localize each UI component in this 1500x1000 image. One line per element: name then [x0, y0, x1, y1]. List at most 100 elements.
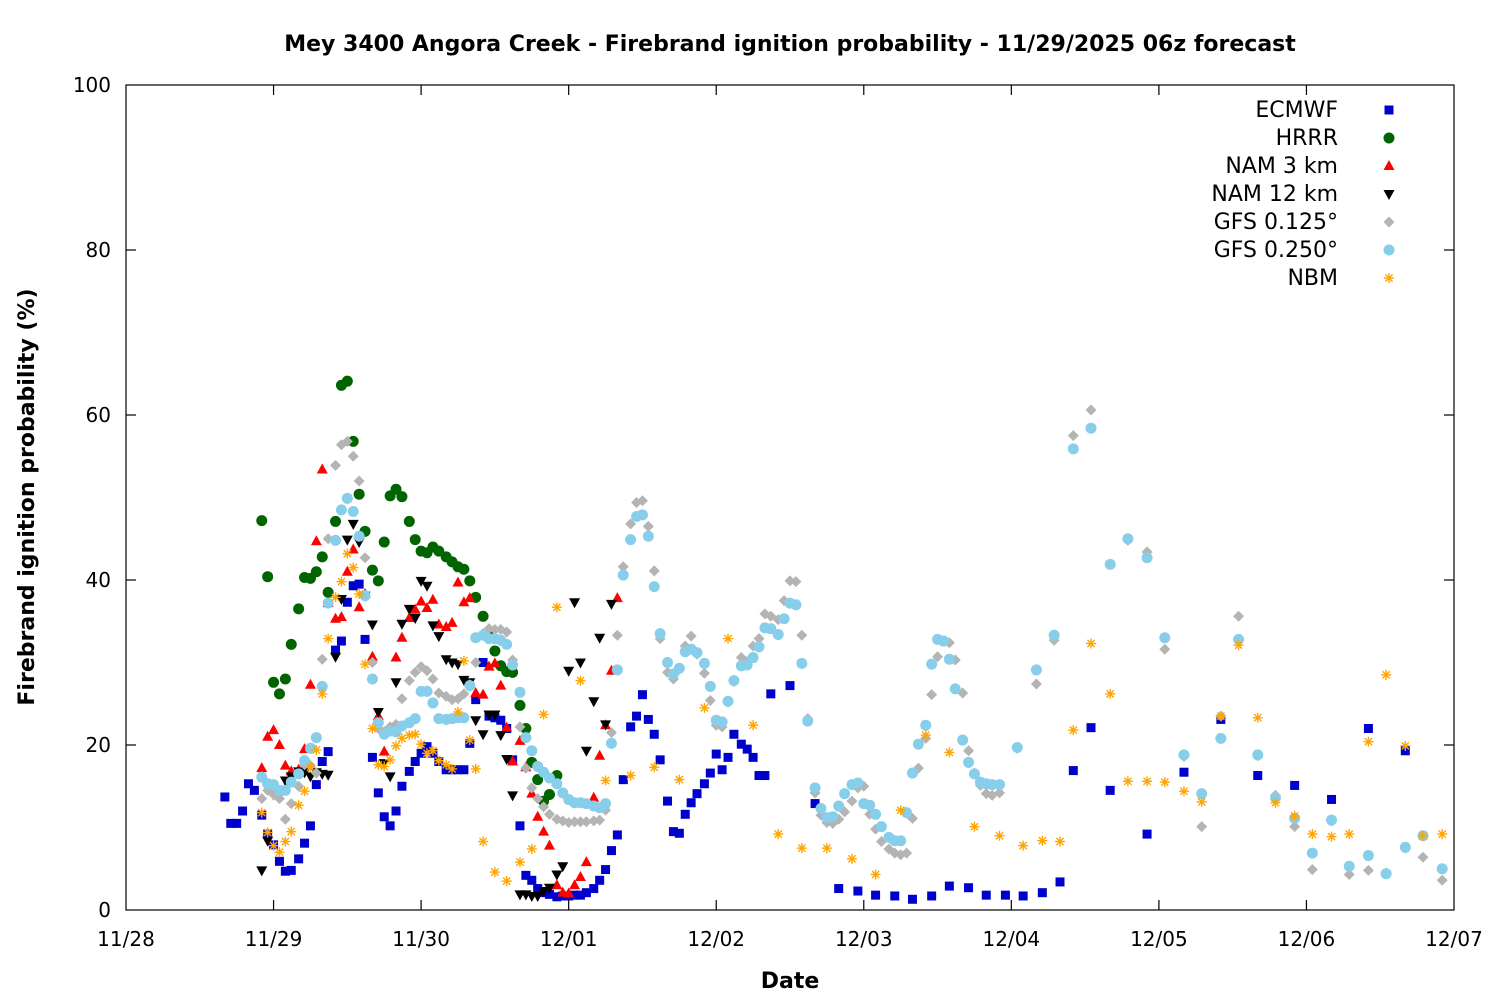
data-point-gfs-0-250 [963, 756, 975, 768]
data-point-ecmwf [249, 785, 259, 795]
data-point-gfs-0-125 [698, 667, 710, 679]
data-point-gfs-0-250 [722, 695, 734, 707]
data-point-ecmwf [342, 597, 352, 607]
data-point-nbm [1418, 830, 1429, 841]
data-point-nbm [1105, 688, 1116, 699]
data-point-gfs-0-250 [1141, 552, 1153, 564]
data-point-nbm [1055, 836, 1066, 847]
data-point-nam-12-km [569, 598, 581, 609]
data-point-ecmwf [243, 779, 253, 789]
data-point-nam-3-km [433, 618, 445, 629]
data-point-nam-3-km [543, 839, 555, 850]
data-point-nbm [1159, 777, 1170, 788]
data-point-ecmwf [711, 749, 721, 759]
data-point-nam-3-km [268, 724, 280, 735]
data-point-gfs-0-125 [648, 565, 660, 577]
data-point-nam-12-km [433, 632, 445, 643]
data-point-gfs-0-250 [409, 713, 421, 725]
data-point-ecmwf [742, 744, 752, 754]
data-point-nbm [1215, 711, 1226, 722]
data-point-nam-12-km [588, 697, 600, 708]
data-point-gfs-0-250 [802, 715, 814, 727]
data-point-ecmwf [286, 865, 296, 875]
data-point-ecmwf [391, 806, 401, 816]
data-point-nam-3-km [477, 688, 489, 699]
data-point-nam-3-km [507, 755, 519, 766]
data-point-ecmwf [1000, 890, 1010, 900]
data-point-gfs-0-125 [796, 629, 808, 641]
data-point-nam-12-km [594, 633, 606, 644]
data-point-nbm [1037, 835, 1048, 846]
x-tick-label: 12/04 [983, 927, 1041, 951]
data-point-ecmwf [606, 846, 616, 856]
data-point-gfs-0-250 [796, 657, 808, 669]
data-point-ecmwf [632, 711, 642, 721]
data-point-ecmwf [226, 818, 236, 828]
data-point-ecmwf [748, 752, 758, 762]
data-point-gfs-0-250 [543, 772, 555, 784]
data-point-hrrr [514, 699, 526, 711]
data-point-nam-12-km [452, 660, 464, 671]
data-point-ecmwf [311, 780, 321, 790]
data-point-gfs-0-250 [943, 653, 955, 665]
data-point-nam-3-km [341, 565, 353, 576]
data-point-ecmwf [595, 875, 605, 885]
data-point-ecmwf [944, 881, 954, 891]
data-point-ecmwf [300, 838, 310, 848]
data-point-nam-12-km [409, 613, 421, 624]
data-point-nam-3-km [489, 657, 501, 668]
data-point-gfs-0-125 [341, 435, 353, 447]
data-point-gfs-0-250 [353, 530, 365, 542]
data-point-gfs-0-250 [421, 685, 433, 697]
data-point-ecmwf [533, 884, 543, 894]
data-point-nam-12-km [427, 621, 439, 632]
data-point-gfs-0-250 [662, 657, 674, 668]
data-point-nbm [268, 840, 279, 851]
data-point-gfs-0-125 [421, 665, 433, 677]
data-point-ecmwf [736, 739, 746, 749]
data-point-nbm [699, 702, 710, 713]
data-point-nbm [514, 857, 525, 868]
data-point-ecmwf [397, 781, 407, 791]
y-tick-label: 80 [86, 238, 111, 262]
data-point-nbm [846, 853, 857, 864]
data-point-nbm [1289, 810, 1300, 821]
data-point-gfs-0-125 [1436, 874, 1448, 886]
data-point-nbm [447, 763, 458, 774]
data-point-gfs-0-250 [1380, 868, 1392, 880]
data-point-nam-3-km [574, 871, 586, 881]
data-point-nbm [286, 826, 297, 837]
data-point-hrrr [366, 564, 378, 576]
data-point-ecmwf [1068, 766, 1078, 776]
data-point-hrrr [543, 789, 555, 800]
legend-label-gfs-0-125: GFS 0.125° [1214, 210, 1338, 235]
data-point-ecmwf [354, 579, 364, 589]
data-point-hrrr [464, 575, 476, 587]
data-point-gfs-0-125 [285, 798, 297, 810]
data-point-nbm [280, 836, 291, 847]
data-point-ecmwf [1179, 767, 1189, 777]
data-point-gfs-0-250 [753, 641, 765, 653]
data-point-gfs-0-250 [839, 788, 851, 800]
data-point-hrrr [347, 435, 359, 447]
data-point-gfs-0-250 [790, 599, 802, 611]
data-point-gfs-0-250 [1196, 788, 1208, 800]
data-point-gfs-0-250 [625, 534, 637, 546]
data-point-gfs-0-250 [1104, 558, 1116, 570]
data-point-nam-3-km [390, 651, 402, 662]
data-point-nbm [1437, 829, 1448, 840]
data-point-ecmwf [1290, 780, 1300, 790]
data-point-nam-12-km [532, 891, 544, 902]
series-nam-3-km [256, 463, 623, 898]
data-point-ecmwf [1142, 829, 1152, 839]
data-point-hrrr [477, 610, 489, 622]
data-point-gfs-0-125 [932, 651, 944, 663]
data-point-nam-12-km [415, 576, 427, 587]
data-point-ecmwf [552, 892, 562, 902]
data-point-hrrr [293, 603, 305, 615]
data-point-nam-3-km [403, 611, 415, 622]
data-point-nam-12-km [580, 746, 592, 757]
data-point-ecmwf [853, 886, 863, 896]
data-point-gfs-0-250 [642, 530, 654, 542]
x-tick-label: 12/05 [1130, 927, 1188, 951]
